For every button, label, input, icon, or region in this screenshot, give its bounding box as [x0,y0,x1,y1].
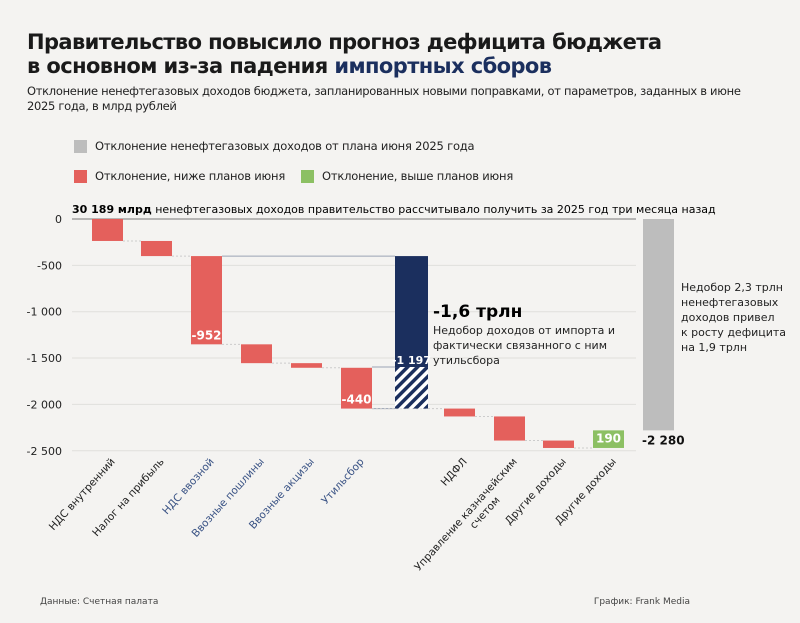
legend-swatch-green [301,169,314,183]
bar-negative [191,256,222,345]
bar-negative [341,367,372,409]
label-line: Управление казначейским [412,456,519,573]
import-annotation-text: фактически связанного с ним [433,339,607,352]
legend-item-positive: Отклонение, выше планов июня [301,169,513,183]
chart-subtitle: Отклонение ненефтегазовых доходов бюджет… [27,84,741,113]
y-tick-label: 0 [55,213,62,226]
top-note: 30 189 млрд ненефтегазовых доходов прави… [72,203,716,216]
y-tick-label: -500 [37,259,62,272]
bar-positive [593,430,624,448]
x-category-label: Утильсбор [319,456,367,507]
legend-item-negative: Отклонение, ниже планов июня [74,169,285,183]
bar-negative [141,240,172,257]
title-highlight: импортных сборов [334,54,552,78]
y-tick-label: -2 000 [27,398,62,411]
title-line-2: в основном из-за падения импортных сборо… [27,54,727,78]
bar-negative [291,363,322,368]
x-category-label: НДС ввозной [160,456,217,517]
legend-swatch-red [74,169,87,183]
import-subtotal-bar [395,256,428,368]
bar-value-label: -440 [341,393,371,407]
import-hatched-bar [395,367,428,409]
title-line-2-text: в основном из-за падения [27,54,335,78]
top-note-bold: 30 189 млрд [72,203,152,216]
import-total-annotation: -1,6 трлн [433,302,522,322]
legend-label: Отклонение, ниже планов июня [95,169,286,183]
bar-value-label: -2 280 [642,433,685,447]
x-category-label: НДФЛ [439,456,470,489]
bar-negative [241,344,272,364]
y-tick-label: -1 500 [27,352,62,365]
bar-negative [494,416,525,441]
import-annotation-text: Недобор доходов от импорта и [433,324,615,337]
total-annotation-text: к росту дефицита [681,326,786,339]
total-annotation-text: Недобор 2,3 трлн [681,281,783,294]
import-annotation-text: утильсбора [433,354,500,367]
total-annotation-text: ненефтегазовых [681,296,779,309]
legend-label: Отклонение, выше планов июня [322,169,514,183]
bar-value-label: -1 197 [392,354,431,367]
bar-value-label: 190 [596,431,621,445]
legend-label: Отклонение ненефтегазовых доходов от пла… [95,139,475,153]
credit-note: График: Frank Media [593,597,690,607]
bar-value-label: -952 [191,328,221,342]
y-tick-label: -2 500 [27,445,62,458]
y-tick-label: -1 000 [27,306,62,319]
top-note-rest: ненефтегазовых доходов правительство рас… [152,203,716,216]
legend-swatch-gray [74,139,87,153]
bar-negative [92,219,123,241]
title-line-1: Правительство повысило прогноз дефицита … [27,30,662,54]
legend-item-total: Отклонение ненефтегазовых доходов от пла… [74,139,475,153]
chart-title: Правительство повысило прогноз дефицита … [27,30,727,78]
bar-negative [543,440,574,448]
source-note: Данные: Счетная палата [40,597,159,607]
total-bar [643,219,674,431]
total-annotation-text: доходов привел [681,311,775,324]
total-annotation-text: на 1,9 трлн [681,341,747,354]
bar-negative [444,408,475,417]
